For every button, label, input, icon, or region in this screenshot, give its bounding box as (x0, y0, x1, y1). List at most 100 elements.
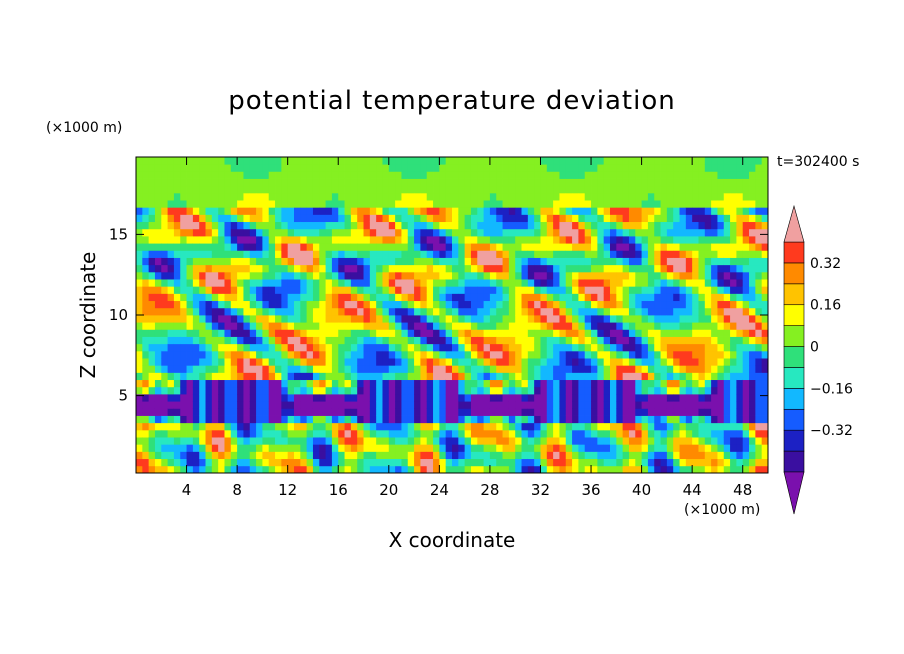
field-cell (199, 451, 206, 460)
field-cell (350, 207, 358, 215)
field-cell (666, 257, 674, 266)
field-cell (407, 271, 415, 280)
field-cell (167, 236, 175, 244)
field-cell (331, 379, 339, 388)
field-cell (338, 164, 345, 172)
field-cell (660, 192, 668, 201)
field-cell (730, 286, 737, 294)
field-cell (268, 329, 276, 337)
field-cell (496, 365, 503, 373)
field-cell (723, 200, 731, 208)
field-cell (692, 264, 699, 273)
field-cell (723, 178, 731, 187)
field-cell (540, 372, 548, 381)
field-cell (167, 250, 175, 258)
field-cell (192, 429, 200, 438)
field-cell (237, 444, 244, 452)
field-cell (546, 350, 554, 359)
field-cell (647, 401, 655, 409)
field-cell (515, 458, 522, 467)
field-cell (344, 422, 352, 431)
field-cell (749, 394, 756, 402)
field-cell (445, 394, 453, 402)
field-cell (496, 315, 503, 323)
field-cell (628, 415, 636, 424)
field-cell (426, 236, 434, 244)
field-cell (515, 214, 522, 223)
field-cell (761, 322, 769, 330)
field-cell (338, 300, 345, 309)
field-cell (464, 185, 472, 194)
field-cell (382, 372, 390, 381)
field-cell (521, 271, 529, 280)
field-cell (218, 271, 225, 280)
field-cell (723, 300, 731, 309)
field-cell (256, 200, 263, 208)
field-cell (622, 157, 630, 165)
field-cell (407, 286, 415, 294)
field-cell (439, 451, 447, 460)
field-cell (723, 243, 731, 251)
field-cell (755, 358, 763, 366)
field-cell (401, 394, 409, 402)
field-cell (243, 286, 251, 294)
field-cell (654, 386, 661, 395)
field-cell (426, 379, 434, 388)
field-cell (742, 228, 750, 237)
field-cell (382, 322, 390, 330)
field-cell (572, 243, 579, 251)
field-cell (673, 207, 680, 215)
field-cell (679, 293, 687, 302)
field-cell (331, 221, 339, 230)
field-cell (521, 214, 529, 223)
field-cell (300, 279, 308, 287)
field-cell (439, 300, 447, 309)
field-cell (369, 185, 377, 194)
field-cell (180, 444, 187, 452)
field-cell (496, 157, 503, 165)
field-cell (647, 322, 655, 330)
field-cell (685, 444, 693, 452)
field-cell (262, 228, 270, 237)
field-cell (142, 401, 150, 409)
field-cell (502, 185, 510, 194)
field-cell (319, 279, 326, 287)
field-cell (230, 300, 238, 309)
field-cell (395, 422, 402, 431)
field-cell (281, 157, 289, 165)
field-cell (559, 307, 567, 316)
field-cell (616, 465, 624, 474)
field-cell (578, 185, 586, 194)
field-cell (591, 350, 598, 359)
field-cell (572, 358, 579, 366)
field-cell (363, 307, 371, 316)
field-cell (502, 207, 510, 215)
field-cell (186, 286, 194, 294)
field-cell (711, 300, 718, 309)
field-cell (515, 307, 522, 316)
field-cell (527, 372, 535, 381)
field-cell (136, 408, 143, 416)
field-cell (205, 365, 213, 373)
field-cell (660, 214, 668, 223)
field-cell (344, 365, 352, 373)
time-label: t=302400 s (777, 154, 860, 170)
field-cell (268, 178, 276, 187)
field-cell (237, 157, 244, 165)
field-cell (338, 257, 345, 266)
field-cell (572, 164, 579, 172)
field-cell (300, 228, 308, 237)
field-cell (344, 379, 352, 388)
field-cell (376, 293, 383, 302)
field-cell (173, 329, 181, 337)
field-cell (230, 329, 238, 337)
field-cell (483, 221, 491, 230)
field-cell (553, 271, 560, 280)
field-cell (628, 236, 636, 244)
field-cell (704, 236, 712, 244)
field-cell (136, 214, 143, 223)
field-cell (439, 444, 447, 452)
field-cell (363, 379, 371, 388)
field-cell (376, 415, 383, 424)
field-cell (388, 465, 396, 474)
